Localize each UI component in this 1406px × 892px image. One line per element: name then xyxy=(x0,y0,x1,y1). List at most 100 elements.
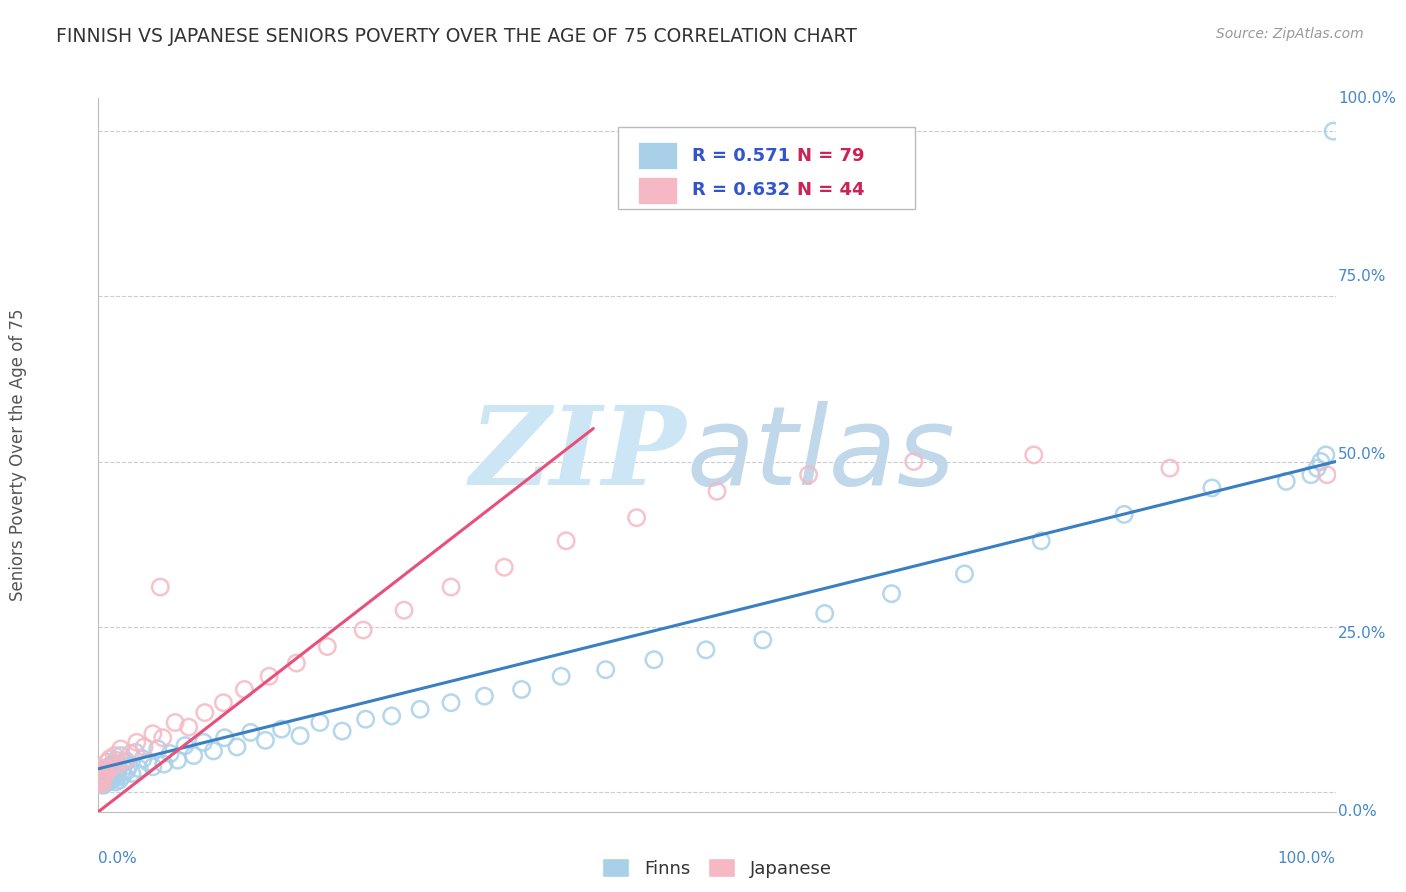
Point xyxy=(94,762,117,776)
Point xyxy=(111,765,134,780)
Point xyxy=(128,762,150,776)
Point xyxy=(94,766,117,780)
Point xyxy=(105,757,128,772)
Point xyxy=(409,702,432,716)
Text: 75.0%: 75.0% xyxy=(1339,269,1386,284)
Point xyxy=(100,772,122,787)
Point xyxy=(381,709,404,723)
Point xyxy=(142,727,165,741)
Point xyxy=(1031,533,1053,548)
Point xyxy=(91,770,114,784)
Point xyxy=(1201,481,1223,495)
Point xyxy=(101,768,124,782)
FancyBboxPatch shape xyxy=(638,143,678,169)
Point xyxy=(1315,448,1337,462)
Point xyxy=(103,748,125,763)
Point xyxy=(510,682,533,697)
Point xyxy=(494,560,516,574)
Text: Source: ZipAtlas.com: Source: ZipAtlas.com xyxy=(1216,27,1364,41)
Point xyxy=(124,745,146,759)
Point xyxy=(110,742,132,756)
Text: 0.0%: 0.0% xyxy=(1339,805,1376,819)
Point xyxy=(880,587,903,601)
Point xyxy=(309,715,332,730)
Legend: Finns, Japanese: Finns, Japanese xyxy=(595,851,839,885)
Point xyxy=(90,772,112,787)
Point xyxy=(177,720,200,734)
Point xyxy=(285,656,308,670)
FancyBboxPatch shape xyxy=(619,127,915,209)
Point xyxy=(1299,467,1322,482)
Text: atlas: atlas xyxy=(686,401,955,508)
Text: 100.0%: 100.0% xyxy=(1339,91,1396,105)
Point xyxy=(354,712,377,726)
Point xyxy=(114,753,136,767)
Point xyxy=(752,632,775,647)
Point xyxy=(1309,454,1331,468)
Point xyxy=(93,768,115,782)
Point xyxy=(105,770,128,784)
Text: 0.0%: 0.0% xyxy=(98,851,138,866)
Text: 25.0%: 25.0% xyxy=(1339,626,1386,640)
Point xyxy=(270,722,292,736)
Point xyxy=(595,663,617,677)
Text: 100.0%: 100.0% xyxy=(1278,851,1336,866)
Point xyxy=(97,762,120,776)
Point xyxy=(125,735,148,749)
Text: FINNISH VS JAPANESE SENIORS POVERTY OVER THE AGE OF 75 CORRELATION CHART: FINNISH VS JAPANESE SENIORS POVERTY OVER… xyxy=(56,27,858,45)
Point xyxy=(100,758,122,772)
Point xyxy=(953,566,976,581)
Point xyxy=(555,533,578,548)
Point xyxy=(174,739,197,753)
Point xyxy=(134,739,156,754)
Point xyxy=(97,775,120,789)
Point xyxy=(98,770,121,784)
Text: R = 0.632: R = 0.632 xyxy=(692,181,790,199)
Point xyxy=(695,643,717,657)
Point xyxy=(233,682,256,697)
Point xyxy=(115,764,138,778)
Point xyxy=(474,689,496,703)
Point xyxy=(1306,461,1329,475)
Point xyxy=(96,772,118,786)
Point xyxy=(149,580,172,594)
Point xyxy=(91,777,114,791)
Point xyxy=(1316,467,1339,482)
Point xyxy=(159,747,181,761)
FancyBboxPatch shape xyxy=(638,177,678,203)
Point xyxy=(643,653,665,667)
Point xyxy=(214,731,236,745)
Point xyxy=(98,764,121,778)
Point xyxy=(202,744,225,758)
Point xyxy=(96,755,118,769)
Point xyxy=(1322,124,1344,138)
Point xyxy=(87,772,110,786)
Point xyxy=(550,669,572,683)
Point xyxy=(392,603,415,617)
Point xyxy=(107,762,129,776)
Point xyxy=(136,755,159,769)
Point xyxy=(94,775,117,789)
Point xyxy=(254,733,277,747)
Point xyxy=(440,696,463,710)
Point xyxy=(1159,461,1181,475)
Point xyxy=(112,768,135,782)
Point xyxy=(152,731,174,745)
Point xyxy=(96,766,118,780)
Text: R = 0.571: R = 0.571 xyxy=(692,147,790,165)
Text: 50.0%: 50.0% xyxy=(1339,448,1386,462)
Point xyxy=(226,739,249,754)
Point xyxy=(194,706,217,720)
Point xyxy=(97,760,120,774)
Point xyxy=(90,775,112,789)
Text: N = 44: N = 44 xyxy=(797,181,865,199)
Point xyxy=(98,752,121,766)
Point xyxy=(89,768,111,782)
Point xyxy=(1114,508,1136,522)
Point xyxy=(114,755,136,769)
Point xyxy=(93,765,115,780)
Point xyxy=(93,762,115,776)
Point xyxy=(103,766,125,780)
Point xyxy=(352,623,374,637)
Point xyxy=(257,669,280,683)
